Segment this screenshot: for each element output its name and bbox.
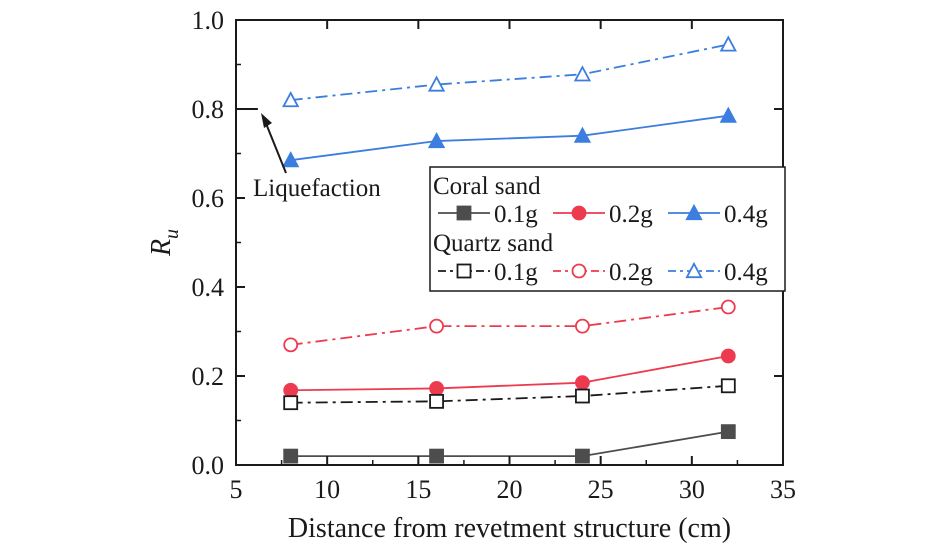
legend-label: 0.2g (609, 259, 653, 286)
data-point (719, 106, 737, 123)
data-point (575, 388, 590, 404)
legend-marker (571, 205, 587, 221)
x-axis-title: Distance from revetment structure (cm) (288, 513, 731, 544)
data-point (720, 299, 736, 315)
y-tick-label: 0.6 (192, 184, 225, 213)
legend: Coral sand Quartz sand 0.1g 0.2g 0.4g 0.1g 0… (429, 166, 786, 292)
legend-marker (571, 263, 587, 279)
legend-label: 0.2g (609, 201, 653, 228)
y-tick-label: 0.8 (192, 95, 225, 124)
legend-marker (685, 261, 703, 279)
legend-label: 0.1g (494, 201, 538, 228)
data-point (575, 318, 590, 334)
data-point (429, 393, 444, 409)
data-point (573, 126, 592, 143)
y-tick-label: 0.2 (192, 362, 225, 391)
y-tick-label: 0.4 (192, 273, 225, 302)
legend-entry: 0.1g (438, 259, 538, 286)
data-point (283, 337, 299, 353)
legend-group-title-quartz: Quartz sand (433, 230, 554, 257)
legend-entry: 0.1g (438, 201, 538, 228)
data-point (429, 318, 444, 334)
series-quartz-sand-0p2g (283, 299, 736, 353)
data-point (283, 395, 299, 411)
series-line (290, 355, 729, 392)
legend-label: 0.4g (724, 259, 768, 286)
liquefaction-arrowhead (261, 113, 272, 128)
legend-group-title-coral: Coral sand (433, 173, 541, 200)
legend-label: 0.4g (724, 201, 768, 228)
x-tick-label: 25 (588, 475, 614, 504)
y-tick-label: 0.0 (192, 451, 225, 480)
legend-entry: 0.4g (668, 201, 768, 228)
data-point (573, 65, 592, 82)
data-point (720, 378, 736, 394)
x-tick-label: 10 (314, 475, 340, 504)
data-point (427, 131, 446, 149)
series-line (290, 114, 729, 162)
legend-marker (456, 205, 472, 221)
y-axis-title-main: R (146, 239, 177, 257)
legend-marker (456, 263, 472, 279)
x-tick-label: 30 (679, 475, 705, 504)
data-point (283, 382, 299, 398)
data-point (283, 448, 299, 464)
data-point (429, 381, 444, 396)
series-coral-sand-0p4g (282, 106, 737, 168)
liquefaction-arrow (264, 120, 287, 174)
data-point (720, 424, 736, 440)
series-line (290, 306, 729, 346)
data-point (429, 448, 444, 464)
series-coral-sand-0p1g (283, 424, 736, 464)
data-point (575, 375, 590, 391)
series-quartz-sand-0p4g (282, 35, 737, 108)
series-layer (282, 35, 737, 464)
y-axis-title: Ru (146, 229, 183, 257)
liquefaction-annotation: Liquefaction (236, 108, 381, 202)
series-quartz-sand-0p1g (283, 378, 736, 411)
legend-entry: 0.2g (553, 201, 653, 228)
legend-label: 0.1g (494, 259, 538, 286)
data-point (427, 75, 446, 92)
data-point (575, 448, 590, 464)
data-point (720, 348, 736, 364)
legend-entry: 0.2g (553, 259, 653, 286)
series-line (290, 384, 729, 404)
x-tick-label: 5 (230, 475, 243, 504)
data-point (719, 35, 737, 52)
legend-marker (685, 203, 703, 221)
x-tick-label: 35 (770, 475, 796, 504)
y-tick-label: 1.0 (192, 6, 225, 35)
series-line (290, 43, 729, 101)
legend-entry: 0.4g (668, 259, 768, 286)
y-axis-title-subscript: u (161, 229, 183, 239)
data-point (282, 91, 300, 108)
data-point (282, 151, 300, 168)
x-tick-label: 15 (405, 475, 431, 504)
x-tick-label: 20 (497, 475, 523, 504)
liquefaction-label: Liquefaction (253, 175, 381, 202)
